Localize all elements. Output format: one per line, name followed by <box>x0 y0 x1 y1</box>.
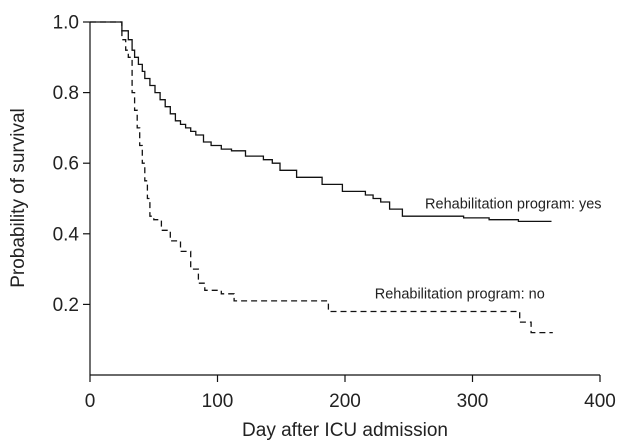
x-axis-ticks: 0 100 200 300 400 <box>85 375 616 412</box>
y-tick-label: 0.8 <box>53 83 79 104</box>
series-label-rehab-yes: Rehabilitation program: yes <box>425 196 602 212</box>
x-tick-label: 300 <box>457 391 489 412</box>
chart-plot-area: 0 100 200 300 400 0.2 0.4 0.6 0.8 1.0 Rehabilita… <box>53 13 616 413</box>
x-axis-label: Day after ICU admission <box>242 420 448 441</box>
x-tick-label: 100 <box>202 391 234 412</box>
series-line-rehab-yes <box>90 21 552 223</box>
y-axis-label: Probability of survival <box>8 108 29 288</box>
y-tick-label: 0.6 <box>53 154 79 175</box>
series-labels: Rehabilitation program: yes Rehabilitatio… <box>375 196 602 302</box>
x-tick-label: 400 <box>584 391 616 412</box>
y-tick-label: 1.0 <box>53 13 79 34</box>
series-lines <box>90 21 553 334</box>
x-tick-label: 200 <box>329 391 361 412</box>
y-tick-label: 0.4 <box>53 224 80 245</box>
y-axis-ticks: 0.2 0.4 0.6 0.8 1.0 <box>53 13 90 316</box>
x-tick-label: 0 <box>85 391 96 412</box>
y-tick-label: 0.2 <box>53 295 79 316</box>
series-label-rehab-no: Rehabilitation program: no <box>375 287 545 303</box>
